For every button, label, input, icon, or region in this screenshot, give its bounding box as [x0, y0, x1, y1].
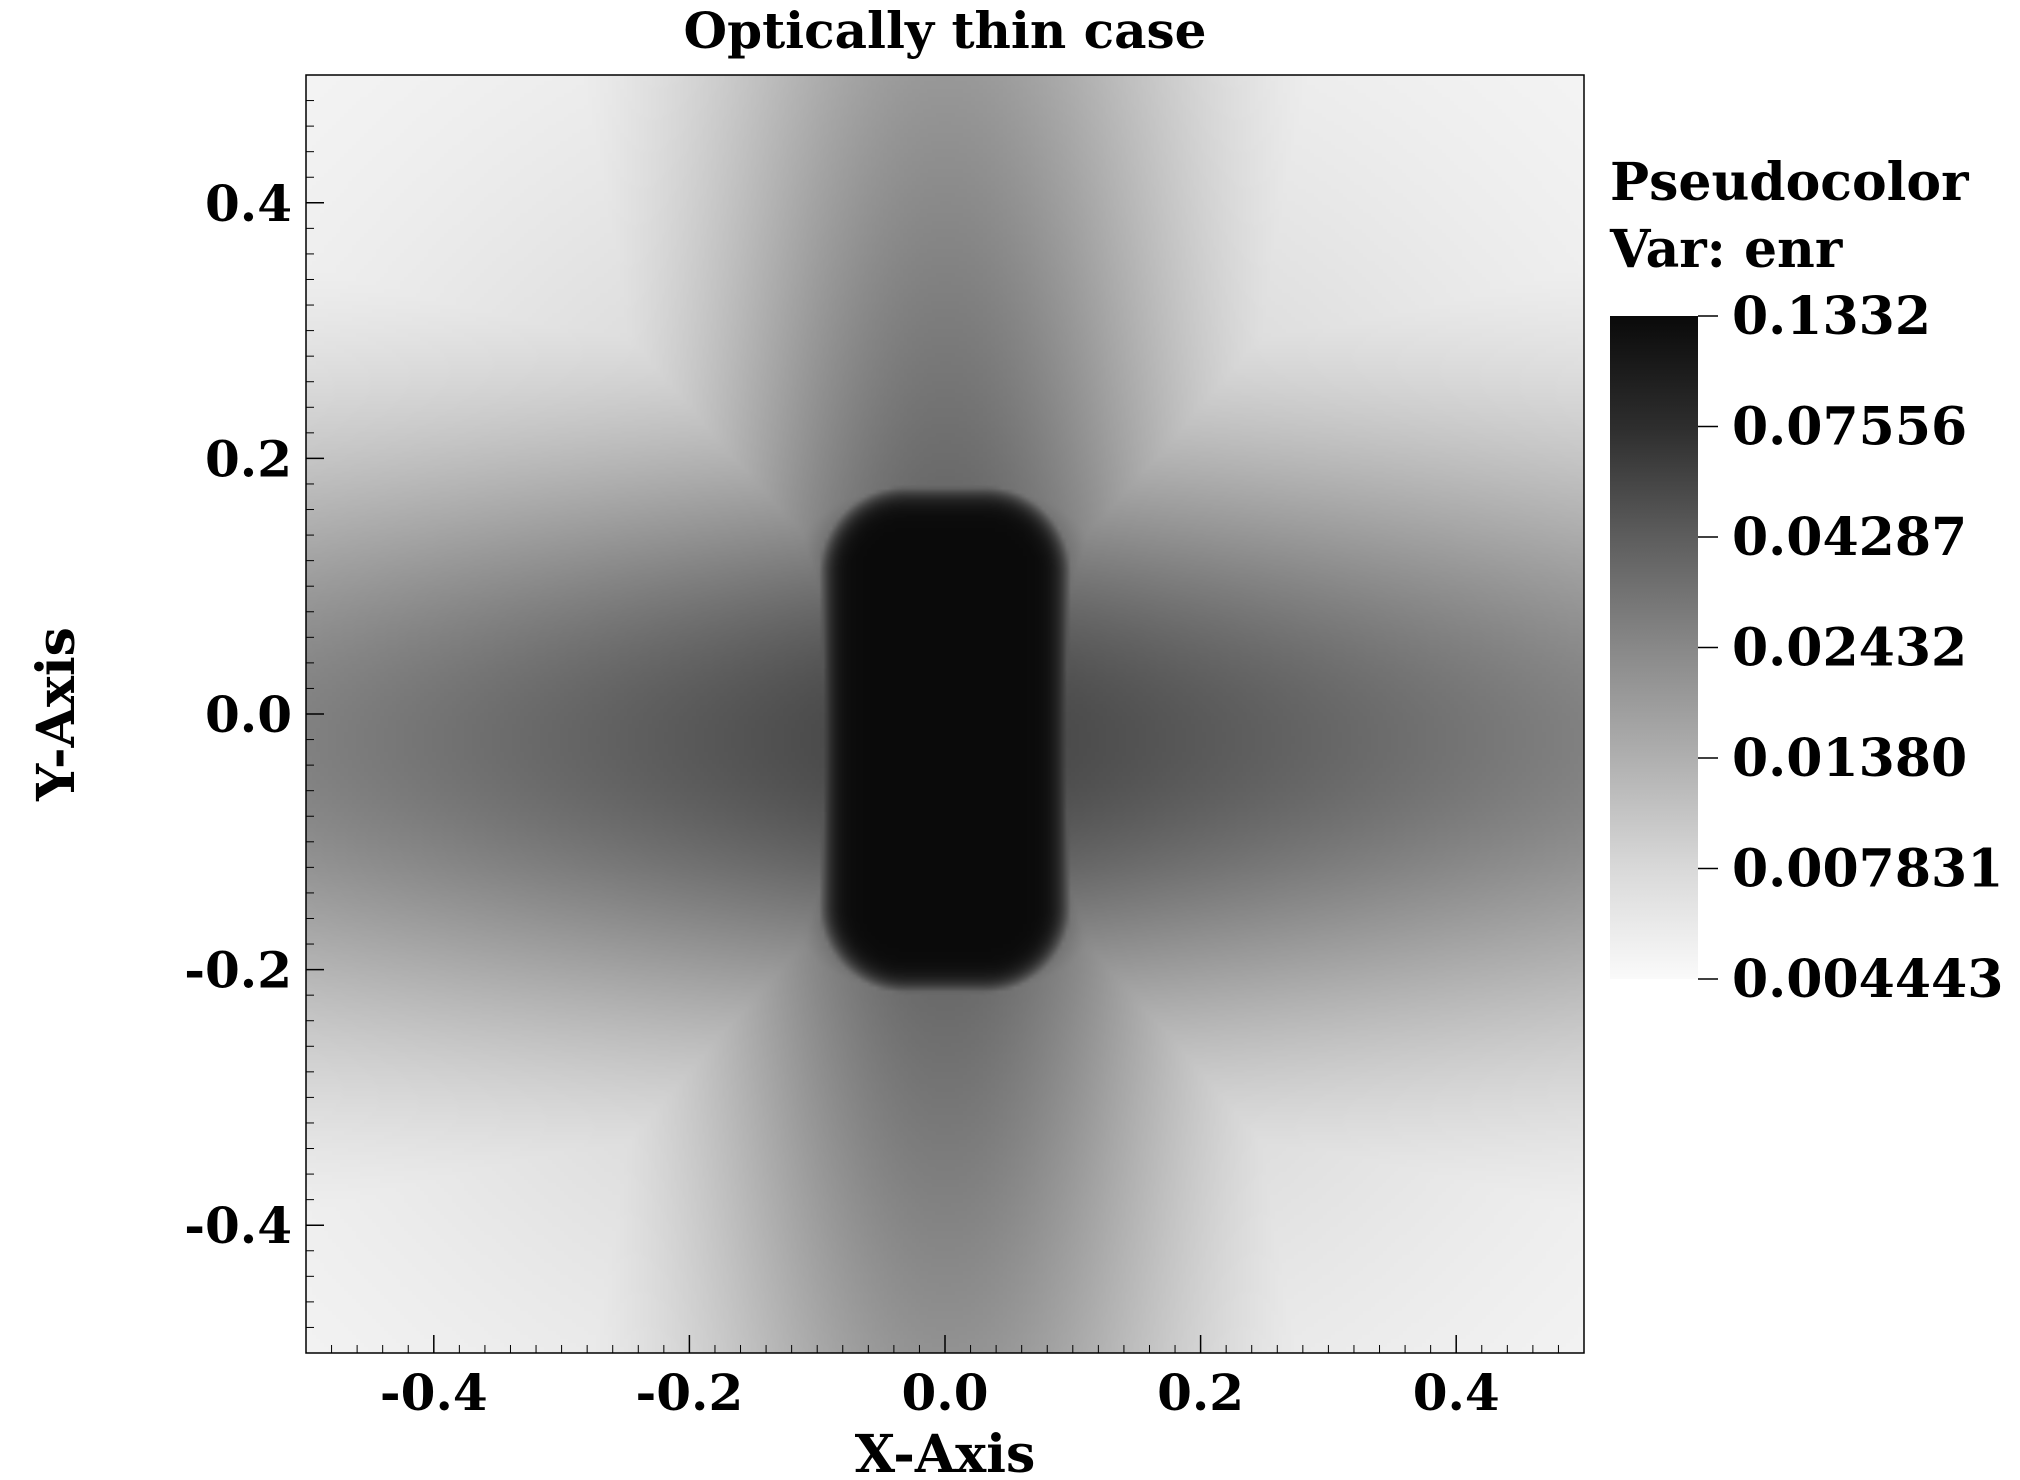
x-tick-label: 0.0: [902, 1363, 989, 1422]
x-tick-label: -0.4: [380, 1363, 488, 1422]
colorbar-tick-label: 0.02432: [1732, 618, 1967, 679]
pseudocolor-field: [306, 75, 1584, 1353]
legend-variable: Var: enr: [1609, 219, 1843, 280]
y-tick-label: 0.0: [205, 685, 292, 744]
colorbar-tick-label: 0.07556: [1732, 397, 1967, 458]
colorbar-ticks: 0.1332 0.07556 0.04287 0.02432 0.01380 0.0078…: [1698, 286, 2003, 1010]
y-tick-label: -0.2: [184, 941, 292, 1000]
y-tick-label: 0.4: [205, 174, 292, 233]
y-axis-ticks: [306, 74, 324, 1354]
colorbar-tick-label: 0.004443: [1732, 949, 2003, 1010]
y-axis-label: Y-Axis: [26, 627, 87, 802]
y-tick-label: -0.4: [184, 1196, 292, 1255]
legend: Pseudocolor Var: enr 0.1332 0.07556 0.0428…: [1609, 152, 2003, 1010]
colorbar-tick-label: 0.1332: [1732, 286, 1931, 347]
colorbar-tick-label: 0.007831: [1732, 838, 2003, 899]
plot-area: [305, 74, 1585, 1354]
chart-title: Optically thin case: [684, 1, 1207, 60]
x-tick-label: -0.2: [636, 1363, 744, 1422]
x-tick-label: 0.4: [1413, 1363, 1500, 1422]
colorbar: [1610, 316, 1698, 979]
y-tick-labels: 0.4 0.2 0.0 -0.2 -0.4: [184, 174, 292, 1255]
colorbar-tick-label: 0.04287: [1732, 507, 1967, 568]
x-tick-labels: -0.4 -0.2 0.0 0.2 0.4: [380, 1363, 1500, 1422]
x-axis-ticks: [305, 1335, 1585, 1353]
x-axis-label: X-Axis: [855, 1424, 1035, 1480]
colorbar-tick-label: 0.01380: [1732, 728, 1967, 789]
legend-title: Pseudocolor: [1610, 152, 1969, 213]
x-tick-label: 0.2: [1157, 1363, 1244, 1422]
y-tick-label: 0.2: [205, 429, 292, 488]
